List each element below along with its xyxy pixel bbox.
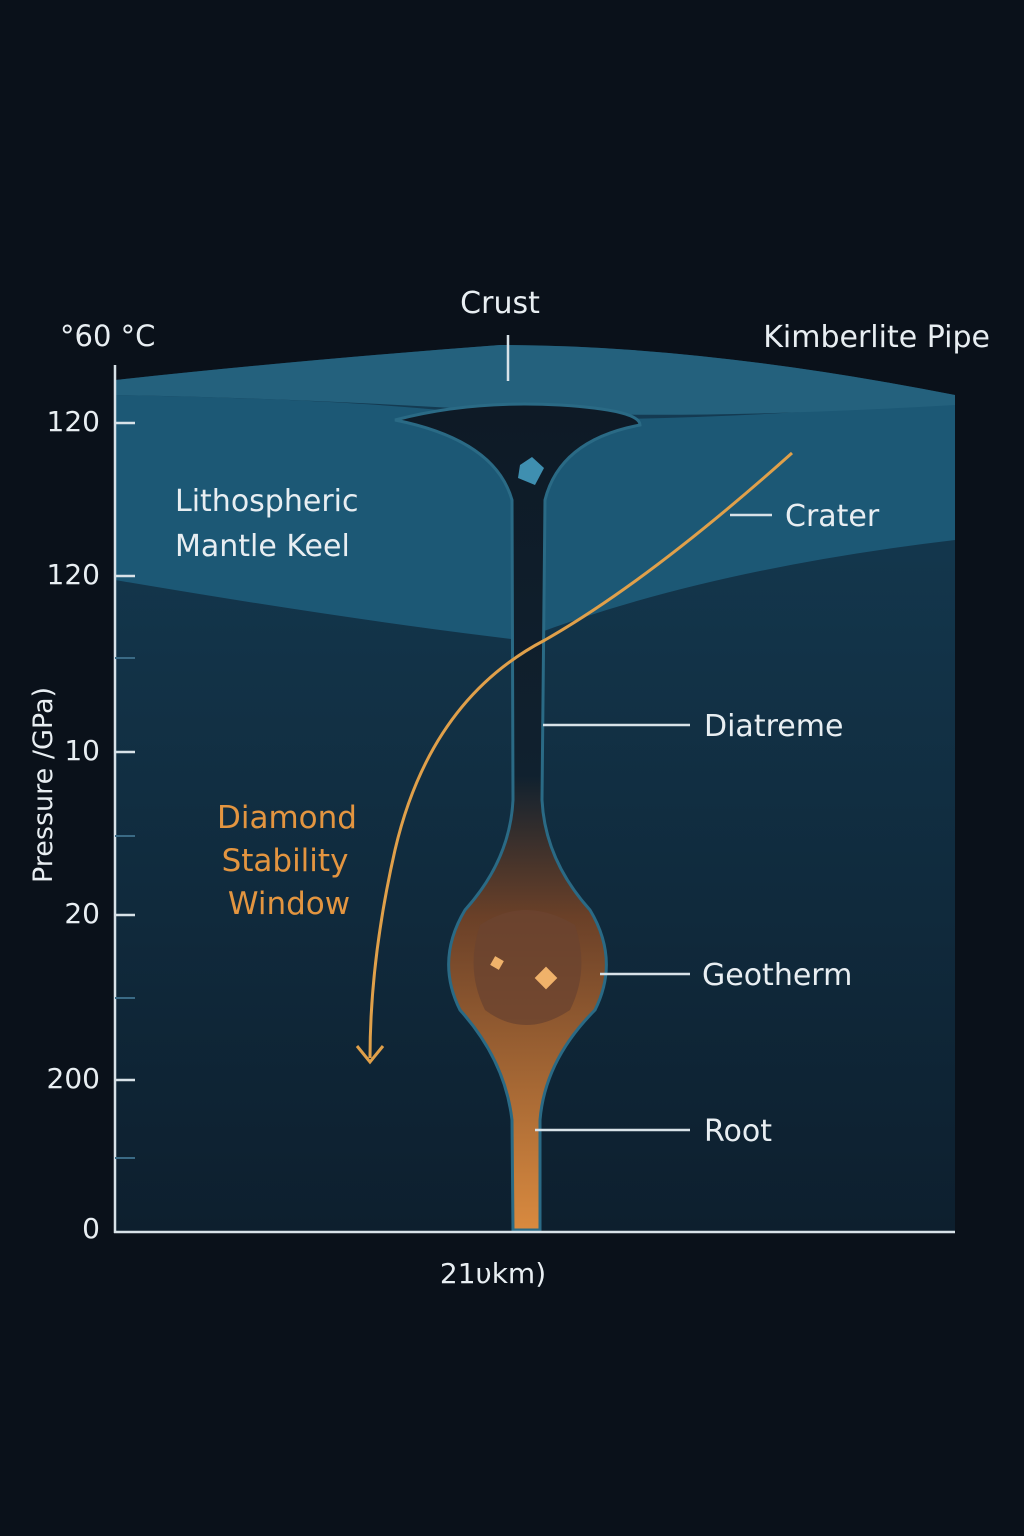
y-axis-title: Pressure /GPa) — [28, 687, 59, 883]
tick-marks — [115, 421, 135, 1082]
geotherm-curve — [368, 451, 793, 1059]
kimberlite-pipe-label: Kimberlite Pipe — [763, 320, 990, 355]
crust-label: Crust — [460, 286, 540, 321]
y-tick-label: 120 — [47, 558, 100, 591]
temperature-label: °60 °C — [60, 319, 155, 353]
window-label: Window — [228, 886, 350, 922]
diamond — [534, 966, 558, 990]
kimberlite-pipe-shape — [394, 402, 642, 1232]
window-label: Diamond — [217, 800, 357, 836]
crust-layer — [115, 345, 955, 415]
diamond — [490, 956, 504, 970]
root-label: Root — [704, 1114, 772, 1149]
crater-label: Crater — [785, 499, 880, 534]
bulb-core — [473, 910, 582, 1025]
y-tick-label: 120 — [47, 405, 100, 438]
y-tick-label: 20 — [64, 897, 100, 930]
arrowhead — [355, 1045, 385, 1065]
xenolith — [518, 457, 544, 485]
geotherm-label: Geotherm — [702, 958, 852, 993]
window-label: Stability — [222, 843, 349, 879]
x-axis-label: 21υkm) — [440, 1257, 546, 1290]
keel-label: Mantle Keel — [175, 529, 350, 564]
keel-label: Lithospheric — [175, 484, 359, 519]
y-tick-label: 10 — [64, 734, 100, 767]
diatreme-label: Diatreme — [704, 709, 843, 744]
y-tick-label: 200 — [47, 1062, 100, 1095]
y-tick-label: 0 — [82, 1212, 100, 1245]
minor-ticks — [115, 657, 135, 1159]
